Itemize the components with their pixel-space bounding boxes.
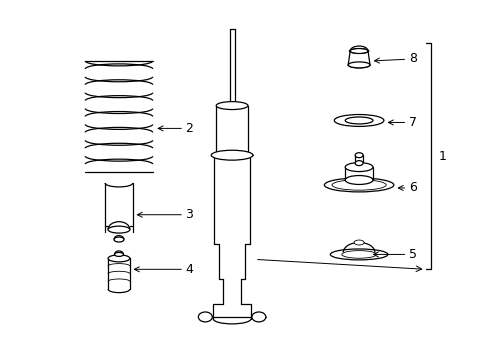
Ellipse shape — [345, 163, 372, 172]
Text: 5: 5 — [373, 248, 416, 261]
Ellipse shape — [354, 161, 362, 166]
Ellipse shape — [345, 176, 372, 184]
Ellipse shape — [216, 102, 247, 109]
Ellipse shape — [347, 62, 369, 68]
Ellipse shape — [198, 312, 212, 322]
Ellipse shape — [354, 153, 362, 158]
Ellipse shape — [251, 312, 265, 322]
Ellipse shape — [211, 150, 252, 160]
Text: 8: 8 — [374, 53, 416, 66]
Ellipse shape — [349, 49, 367, 54]
Ellipse shape — [114, 252, 123, 256]
Ellipse shape — [114, 237, 123, 242]
Text: 4: 4 — [134, 263, 193, 276]
Ellipse shape — [108, 226, 130, 233]
Text: 1: 1 — [438, 150, 446, 163]
Ellipse shape — [353, 240, 364, 245]
Text: 6: 6 — [398, 181, 416, 194]
Ellipse shape — [108, 255, 130, 262]
Text: 7: 7 — [387, 116, 416, 129]
Text: 3: 3 — [137, 208, 193, 221]
Text: 2: 2 — [158, 122, 193, 135]
Ellipse shape — [345, 117, 372, 124]
